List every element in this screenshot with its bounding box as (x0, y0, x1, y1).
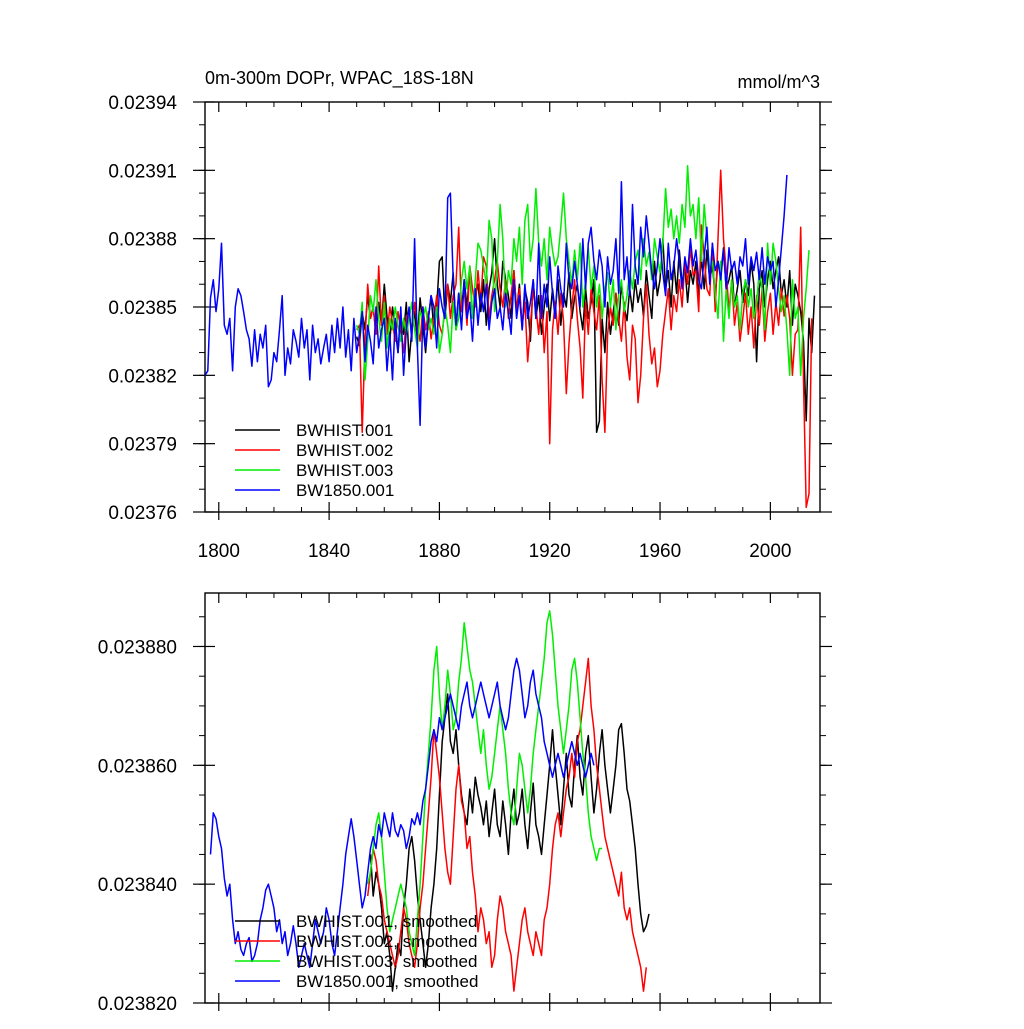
top-legend-label-3: BWHIST.003 (296, 461, 393, 480)
bottom-series-line-4 (209, 657, 595, 969)
top-y-tick-label: 0.02394 (108, 93, 177, 114)
top-x-tick-label: 1920 (529, 541, 571, 562)
bottom-legend-label-4: BW1850.001, smoothed (296, 972, 478, 991)
top-y-tick-label: 0.02376 (108, 503, 177, 524)
top-x-tick-label: 1960 (639, 541, 681, 562)
top-x-tick-label: 1800 (198, 541, 240, 562)
bottom-plot-area: 0.023820 0.023840 0.023860 0.023880 BWHIST.0… (98, 592, 832, 1015)
bottom-series-line-3 (366, 610, 603, 957)
bottom-y-tick-label: 0.023840 (98, 875, 177, 896)
bottom-plot-frame (204, 592, 821, 1004)
bottom-legend-label-1: BWHIST.001, smoothed (296, 912, 477, 931)
top-x-tick-label: 1840 (308, 541, 350, 562)
bottom-y-tick-label: 0.023860 (98, 756, 177, 777)
bottom-legend-label-2: BWHIST.002, smoothed (296, 932, 477, 951)
top-series-line-3 (355, 165, 810, 381)
top-x-tick-label: 2000 (749, 541, 791, 562)
bottom-series-line-2 (366, 657, 648, 992)
top-x-tick-label: 1880 (418, 541, 460, 562)
bottom-y-tick-label: 0.023820 (98, 994, 177, 1015)
bottom-legend-label-3: BWHIST.003, smoothed (296, 952, 477, 971)
top-series-line-4 (205, 174, 788, 427)
top-y-tick-label: 0.02379 (108, 435, 177, 456)
top-y-tick-label: 0.02391 (108, 161, 177, 182)
top-y-tick-label: 0.02382 (108, 366, 177, 387)
bottom-series-group (209, 610, 650, 992)
top-chart-units: mmol/m^3 (738, 72, 820, 92)
top-y-tick-label: 0.02385 (108, 298, 177, 319)
top-chart-title: 0m-300m DOPr, WPAC_18S-18N (205, 68, 474, 89)
top-legend-label-2: BWHIST.002 (296, 441, 393, 460)
bottom-y-tick-label: 0.023880 (98, 637, 177, 658)
top-plot-area: 1800 1840 1880 1920 1960 2000 0.02376 0.02379 0.… (108, 93, 832, 562)
top-series-group (205, 165, 816, 509)
top-legend-label-1: BWHIST.001 (296, 421, 393, 440)
bottom-series-line-1 (369, 693, 650, 992)
top-y-tick-label: 0.02388 (108, 230, 177, 251)
top-legend-label-4: BW1850.001 (296, 481, 394, 500)
